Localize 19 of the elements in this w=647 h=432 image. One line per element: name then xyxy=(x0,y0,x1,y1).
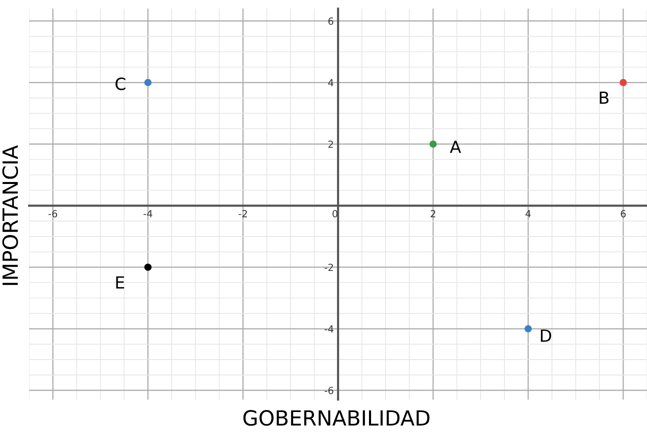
annotation: C xyxy=(116,78,126,90)
annotation: E xyxy=(116,276,124,288)
y-tick-label: 6 xyxy=(328,17,334,25)
y-tick-label: -2 xyxy=(324,264,333,271)
x-tick-label: 4 xyxy=(526,210,531,218)
x-tick-label: -2 xyxy=(238,210,247,218)
annotation: B xyxy=(600,92,608,104)
y-tick-label: -6 xyxy=(324,386,334,394)
x-tick-label: 6 xyxy=(620,210,626,218)
y-axis-title: IMPORTANCIA xyxy=(2,145,18,285)
annotation: A xyxy=(450,140,462,153)
y-tick-label: -4 xyxy=(324,325,334,332)
y-tick-label: 2 xyxy=(328,140,333,148)
annotation: D xyxy=(540,330,552,342)
x-tick-label: 2 xyxy=(430,210,436,218)
x-tick-label: -6 xyxy=(48,210,58,218)
y-tick-label: 4 xyxy=(328,79,334,86)
x-axis-title: GOBERNABILIDAD xyxy=(243,410,430,426)
x-tick-label: -4 xyxy=(144,210,152,218)
